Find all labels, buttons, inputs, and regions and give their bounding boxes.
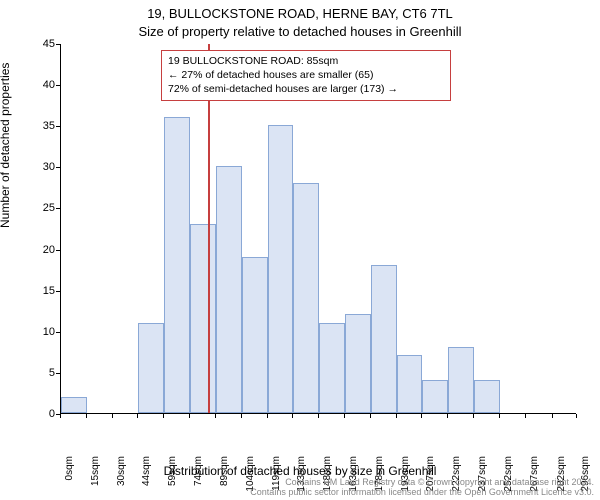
plot-area: 19 BULLOCKSTONE ROAD: 85sqm← 27% of deta… (60, 44, 576, 414)
x-tick (525, 414, 526, 418)
x-tick (86, 414, 87, 418)
y-tick-label: 10 (25, 326, 55, 338)
annotation-box: 19 BULLOCKSTONE ROAD: 85sqm← 27% of deta… (161, 50, 451, 101)
x-tick (60, 414, 61, 418)
histogram-bar (422, 380, 448, 413)
histogram-bar (138, 323, 164, 413)
x-tick (447, 414, 448, 418)
y-tick (56, 167, 60, 168)
x-axis-title: Distribution of detached houses by size … (0, 464, 600, 478)
x-tick (318, 414, 319, 418)
y-tick-label: 0 (25, 408, 55, 420)
histogram-bar (216, 166, 242, 413)
footer-line-2: Contains public sector information licen… (0, 488, 594, 498)
y-tick (56, 208, 60, 209)
histogram-bar (190, 224, 216, 413)
histogram-bar (268, 125, 292, 413)
x-tick (576, 414, 577, 418)
histogram-bar (61, 397, 87, 413)
y-tick (56, 291, 60, 292)
x-tick (292, 414, 293, 418)
footer-attribution: Contains HM Land Registry data © Crown c… (0, 478, 594, 498)
x-tick (473, 414, 474, 418)
histogram-bar (474, 380, 500, 413)
x-tick (396, 414, 397, 418)
histogram-bar (371, 265, 397, 413)
y-tick-label: 15 (25, 285, 55, 297)
chart-container: 19, BULLOCKSTONE ROAD, HERNE BAY, CT6 7T… (0, 0, 600, 500)
y-tick (56, 250, 60, 251)
y-tick-label: 45 (25, 38, 55, 50)
x-tick (552, 414, 553, 418)
y-tick-label: 20 (25, 244, 55, 256)
y-tick-label: 5 (25, 367, 55, 379)
histogram-bar (242, 257, 268, 413)
x-tick (267, 414, 268, 418)
y-tick (56, 373, 60, 374)
x-tick (421, 414, 422, 418)
histogram-bar (293, 183, 319, 413)
x-tick (163, 414, 164, 418)
x-tick (112, 414, 113, 418)
annotation-line: 72% of semi-detached houses are larger (… (168, 82, 444, 96)
y-tick-label: 30 (25, 161, 55, 173)
x-tick (370, 414, 371, 418)
x-tick (499, 414, 500, 418)
annotation-line: 19 BULLOCKSTONE ROAD: 85sqm (168, 54, 444, 68)
y-tick (56, 126, 60, 127)
y-tick (56, 332, 60, 333)
y-tick-label: 40 (25, 79, 55, 91)
histogram-bar (448, 347, 474, 413)
annotation-line: ← 27% of detached houses are smaller (65… (168, 68, 444, 82)
histogram-bar (319, 323, 345, 413)
y-tick-label: 25 (25, 202, 55, 214)
x-tick (215, 414, 216, 418)
histogram-bar (164, 117, 190, 413)
y-tick (56, 44, 60, 45)
x-tick (241, 414, 242, 418)
histogram-bar (345, 314, 371, 413)
histogram-bar (397, 355, 421, 413)
x-tick (189, 414, 190, 418)
y-axis-title: Number of detached properties (0, 63, 12, 228)
x-tick (344, 414, 345, 418)
y-tick-label: 35 (25, 120, 55, 132)
chart-title-address: 19, BULLOCKSTONE ROAD, HERNE BAY, CT6 7T… (0, 6, 600, 21)
chart-title-desc: Size of property relative to detached ho… (0, 24, 600, 39)
x-tick (137, 414, 138, 418)
y-tick (56, 85, 60, 86)
